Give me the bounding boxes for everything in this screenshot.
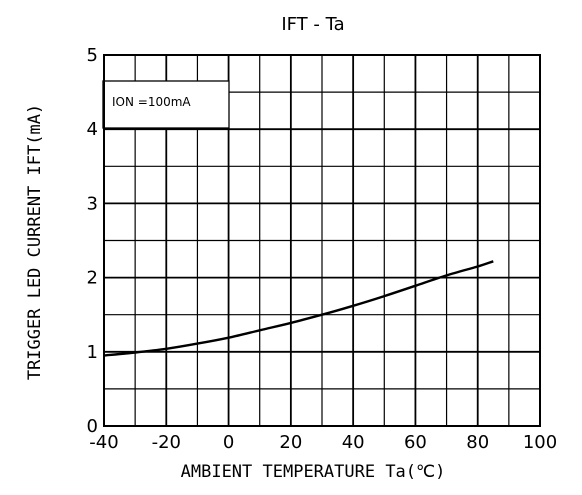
x-tick-label: -40 — [89, 432, 118, 453]
x-tick-label: 80 — [466, 432, 489, 453]
y-tick-label: 1 — [87, 342, 98, 363]
x-tick-label: 0 — [223, 432, 234, 453]
series-line-0 — [103, 260, 494, 357]
x-tick-label: 40 — [342, 432, 365, 453]
y-tick-label: 3 — [87, 193, 98, 214]
x-tick-label: 60 — [404, 432, 427, 453]
x-tick-label: 100 — [523, 432, 557, 453]
x-axis-label: AMBIENT TEMPERATURE Ta(℃) — [181, 462, 446, 482]
annotation-box — [102, 80, 230, 129]
y-tick-label: 5 — [87, 45, 98, 66]
y-axis-label: TRIGGER LED CURRENT IFT(mA) — [25, 104, 45, 380]
y-axis-ticks: 0 1 2 3 4 5 — [87, 45, 98, 437]
y-tick-label: 0 — [87, 416, 98, 437]
series-group — [103, 260, 494, 357]
y-tick-label: 4 — [87, 119, 98, 140]
x-axis-ticks: -40 -20 0 20 40 60 80 100 — [89, 432, 557, 453]
chart-title: IFT - Ta — [281, 14, 344, 35]
grid — [104, 55, 540, 426]
x-tick-label: 20 — [279, 432, 302, 453]
plot-frame — [103, 54, 541, 427]
y-tick-label: 2 — [87, 268, 98, 289]
annotation-text: ION =100mA — [112, 95, 191, 109]
x-tick-label: -20 — [152, 432, 181, 453]
